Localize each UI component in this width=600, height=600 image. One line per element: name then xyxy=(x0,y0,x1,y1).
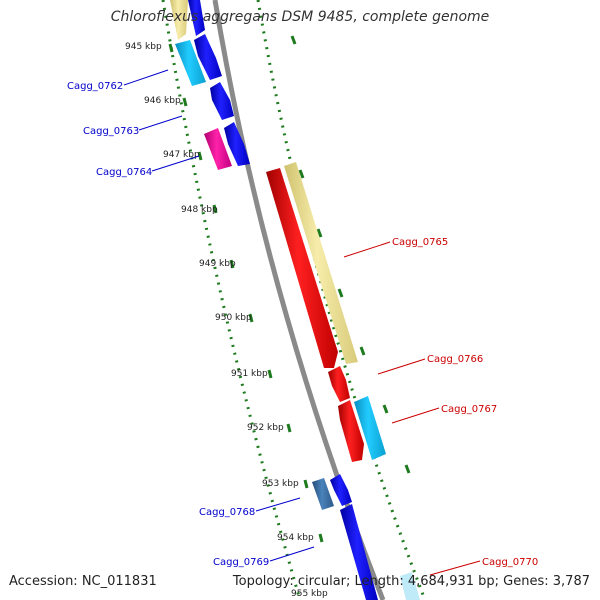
label-connectors xyxy=(123,69,481,576)
gene-labels: Cagg_0762 Cagg_0763 Cagg_0764 Cagg_0765 Cagg… xyxy=(67,81,538,568)
gene-cagg-0767[interactable] xyxy=(354,396,386,460)
gene-cagg-0764[interactable] xyxy=(204,128,232,170)
accession-label: Accession: NC_011831 xyxy=(9,574,157,589)
gene-label-cagg-0765[interactable]: Cagg_0765 xyxy=(392,237,448,248)
ruler-track xyxy=(163,0,395,600)
feature-blue-top xyxy=(188,0,205,36)
gene-cagg-0765[interactable] xyxy=(266,168,338,368)
gene-label-cagg-0763[interactable]: Cagg_0763 xyxy=(83,126,139,137)
kbp-tick-label: 946 kbp xyxy=(144,96,181,106)
gene-label-cagg-0768[interactable]: Cagg_0768 xyxy=(199,507,255,518)
feature-blue-arrow-1[interactable] xyxy=(194,34,222,80)
gene-label-cagg-0770[interactable]: Cagg_0770 xyxy=(482,557,538,568)
kbp-tick-label: 951 kbp xyxy=(231,369,268,379)
gene-label-cagg-0767[interactable]: Cagg_0767 xyxy=(441,404,497,415)
gene-cagg-0763[interactable] xyxy=(210,82,234,120)
kbp-tick-label: 954 kbp xyxy=(277,533,314,543)
feature-blue-arrow-2[interactable] xyxy=(224,122,250,166)
kbp-tick-label: 952 kbp xyxy=(247,423,284,433)
gene-label-cagg-0762[interactable]: Cagg_0762 xyxy=(67,81,123,92)
kbp-tick-label: 949 kbp xyxy=(199,259,236,269)
kbp-tick-label: 947 kbp xyxy=(163,150,200,160)
scale-guide-left xyxy=(161,0,302,600)
kbp-labels: 945 kbp 946 kbp 947 kbp 948 kbp 949 kbp 950 k… xyxy=(125,42,328,599)
page-title: Chloroflexus aggregans DSM 9485, complet… xyxy=(110,9,490,25)
feature-tan-top xyxy=(170,0,188,40)
gene-cagg-0766[interactable] xyxy=(328,366,350,402)
feature-tan-long[interactable] xyxy=(284,162,358,364)
kbp-tick-label: 953 kbp xyxy=(262,479,299,489)
topology-summary: Topology: circular; Length: 4,684,931 bp… xyxy=(232,574,590,589)
kbp-tick-label: 950 kbp xyxy=(215,313,252,323)
features xyxy=(170,0,420,600)
gene-cagg-0768[interactable] xyxy=(312,478,334,510)
gene-cagg-0762[interactable] xyxy=(175,40,206,86)
gene-cagg-0770[interactable] xyxy=(400,572,420,600)
tick-marks xyxy=(168,35,411,543)
gene-cagg-0769[interactable] xyxy=(340,504,378,600)
gene-label-cagg-0766[interactable]: Cagg_0766 xyxy=(427,354,483,365)
gene-label-cagg-0764[interactable]: Cagg_0764 xyxy=(96,167,152,178)
kbp-tick-label: 945 kbp xyxy=(125,42,162,52)
kbp-tick-label: 948 kbp xyxy=(181,205,218,215)
feature-blue-arrow-3[interactable] xyxy=(330,474,352,506)
kbp-tick-label: 955 kbp xyxy=(291,589,328,599)
feature-red-0767[interactable] xyxy=(338,400,364,462)
gene-label-cagg-0769[interactable]: Cagg_0769 xyxy=(213,557,269,568)
